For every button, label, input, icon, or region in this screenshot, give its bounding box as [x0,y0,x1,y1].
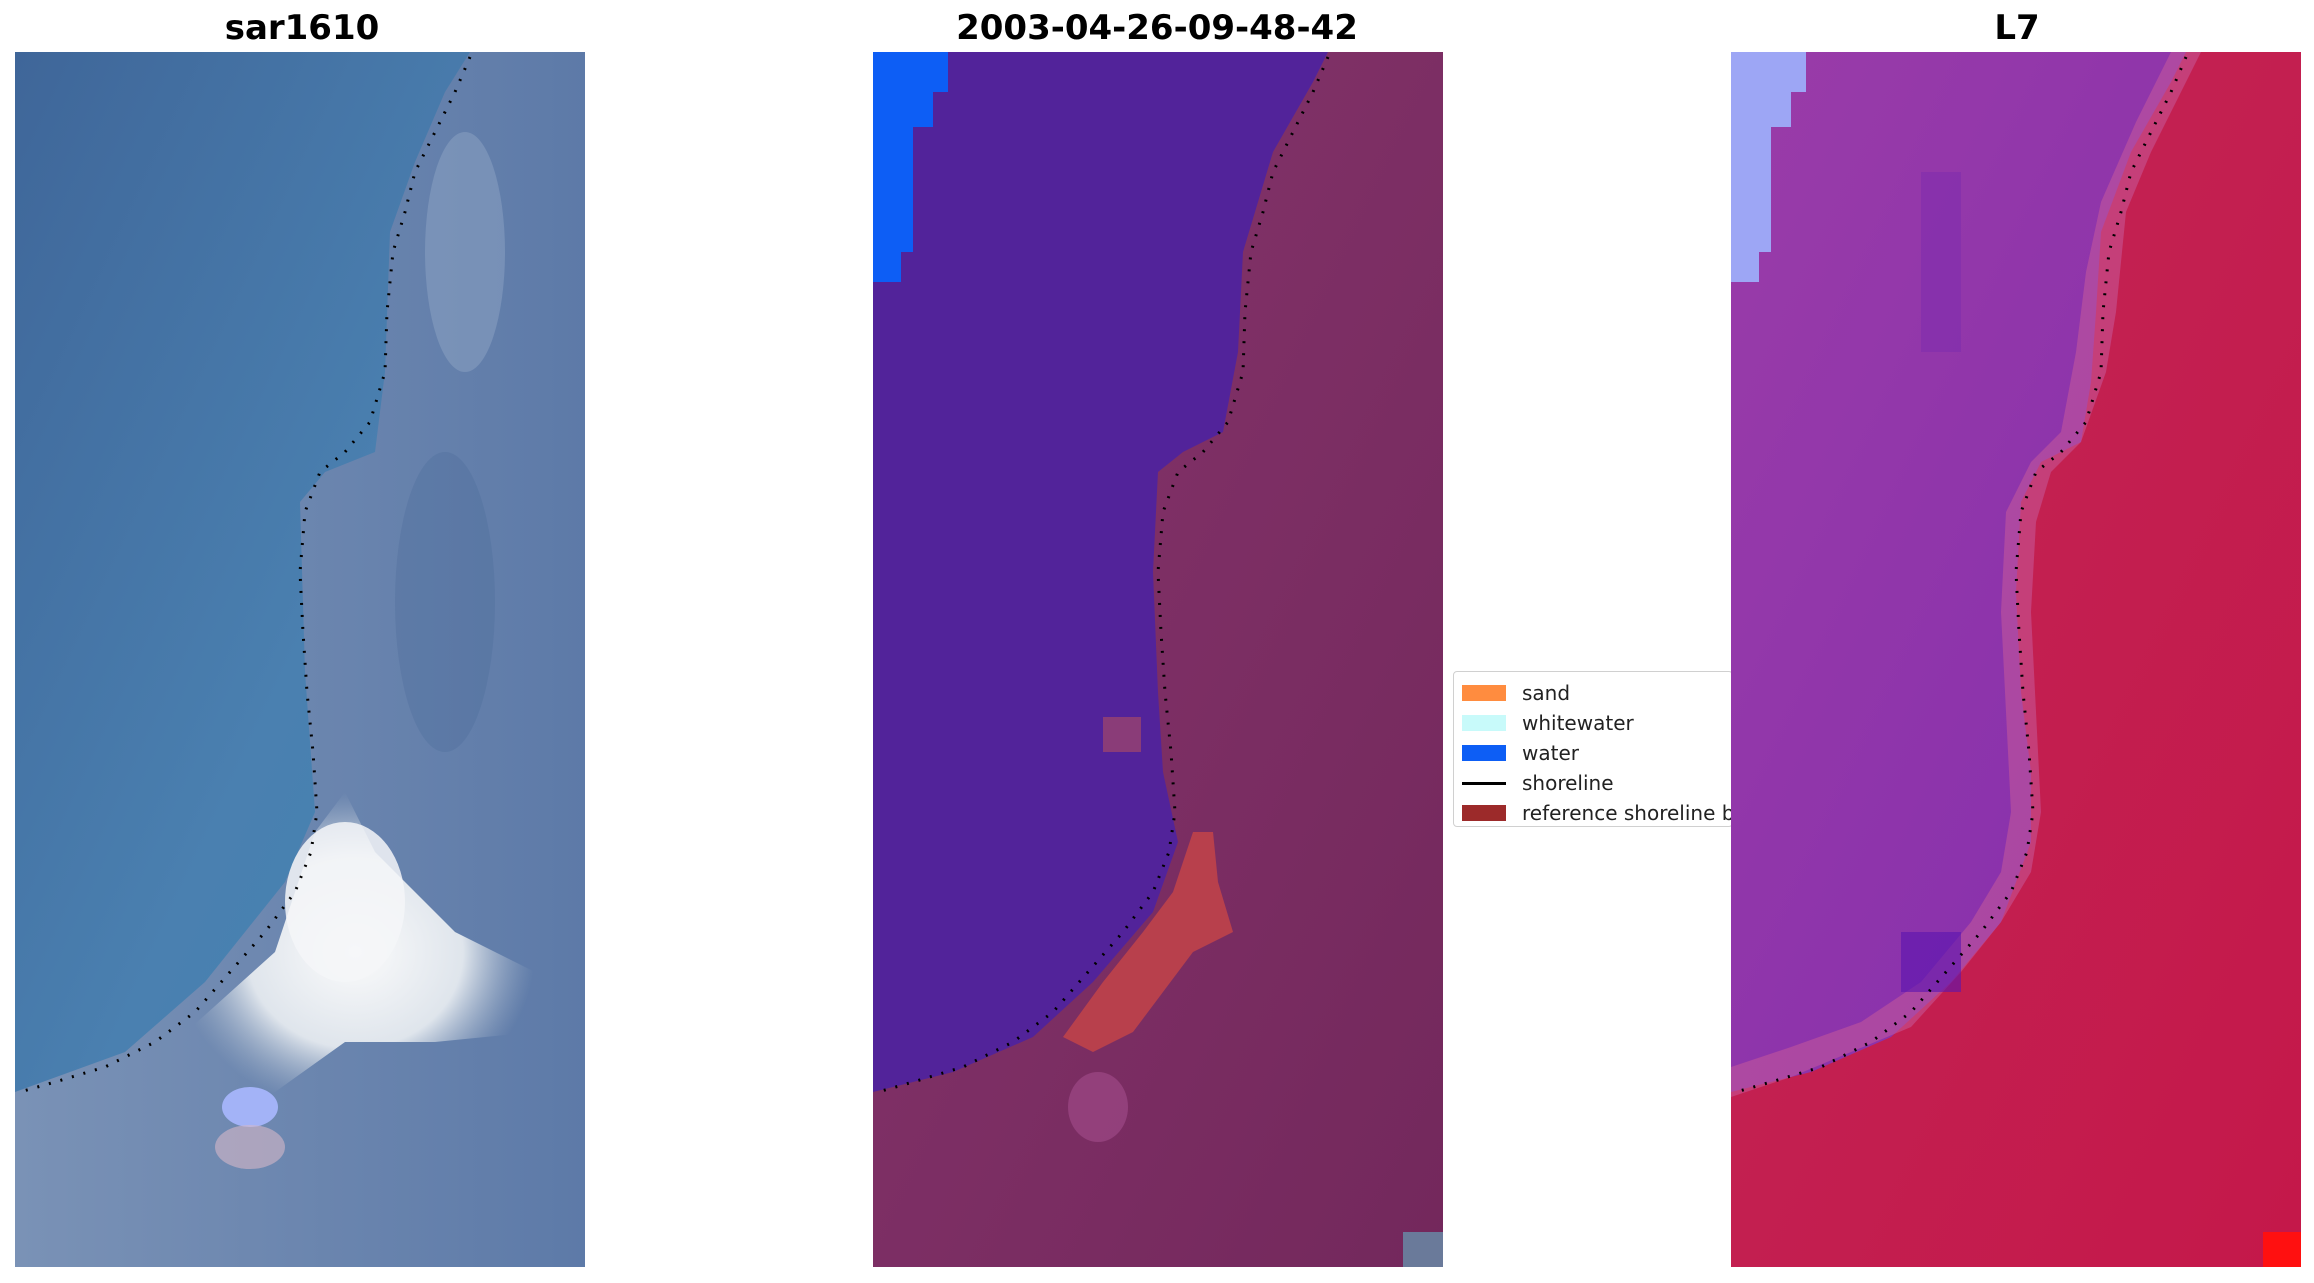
index-image-canvas [1731,52,2301,1267]
panel-index-image [1731,52,2301,1267]
rgb-image-canvas [15,52,585,1267]
legend-item-whitewater: whitewater [1462,708,1732,738]
legend-swatch-whitewater [1462,715,1506,731]
legend-swatch-water [1462,745,1506,761]
shoreline-transition [1731,52,2201,1097]
index-water-area [1731,52,1806,282]
blue-patch [222,1087,278,1127]
legend-label-whitewater: whitewater [1522,711,1634,735]
legend-item-reference-shoreline-buffer: reference shoreline buffer [1462,798,1781,828]
buffer-class-area [1063,832,1233,1052]
index-texture-1 [1921,172,1961,352]
index-high-area [1731,52,2301,1267]
water-blue-area [873,52,948,282]
isolated-pixel [1103,717,1141,752]
panel-title-index: L7 [1994,8,2040,48]
land-texture [1068,1072,1128,1142]
legend-item-shoreline: shoreline [1462,768,1732,798]
legend-swatch-sand [1462,685,1506,701]
classified-image-canvas [873,52,1443,1267]
legend-label-sand: sand [1522,681,1571,705]
legend-label-water: water [1522,741,1579,765]
panel-classified-image [873,52,1443,1267]
legend-item-sand: sand [1462,678,1732,708]
pink-patch [215,1125,285,1169]
legend: sand whitewater water shoreline referenc… [1453,671,1781,828]
land-texture-2 [395,452,495,752]
land-texture-1 [425,132,505,372]
corner-pixel [1403,1232,1443,1267]
panel-title-classified: 2003-04-26-09-48-42 [956,8,1358,48]
legend-label-shoreline: shoreline [1522,771,1614,795]
land-class-area [873,52,1443,1267]
legend-line-shoreline [1462,781,1506,785]
bright-surf [285,822,405,982]
panel-title-rgb: sar1610 [224,8,380,48]
legend-swatch-reference-shoreline-buffer [1462,805,1506,821]
panel-rgb-image [15,52,585,1267]
index-dark-patch [1901,932,1961,992]
legend-item-water: water [1462,738,1732,768]
index-corner-pixel [2263,1232,2301,1267]
